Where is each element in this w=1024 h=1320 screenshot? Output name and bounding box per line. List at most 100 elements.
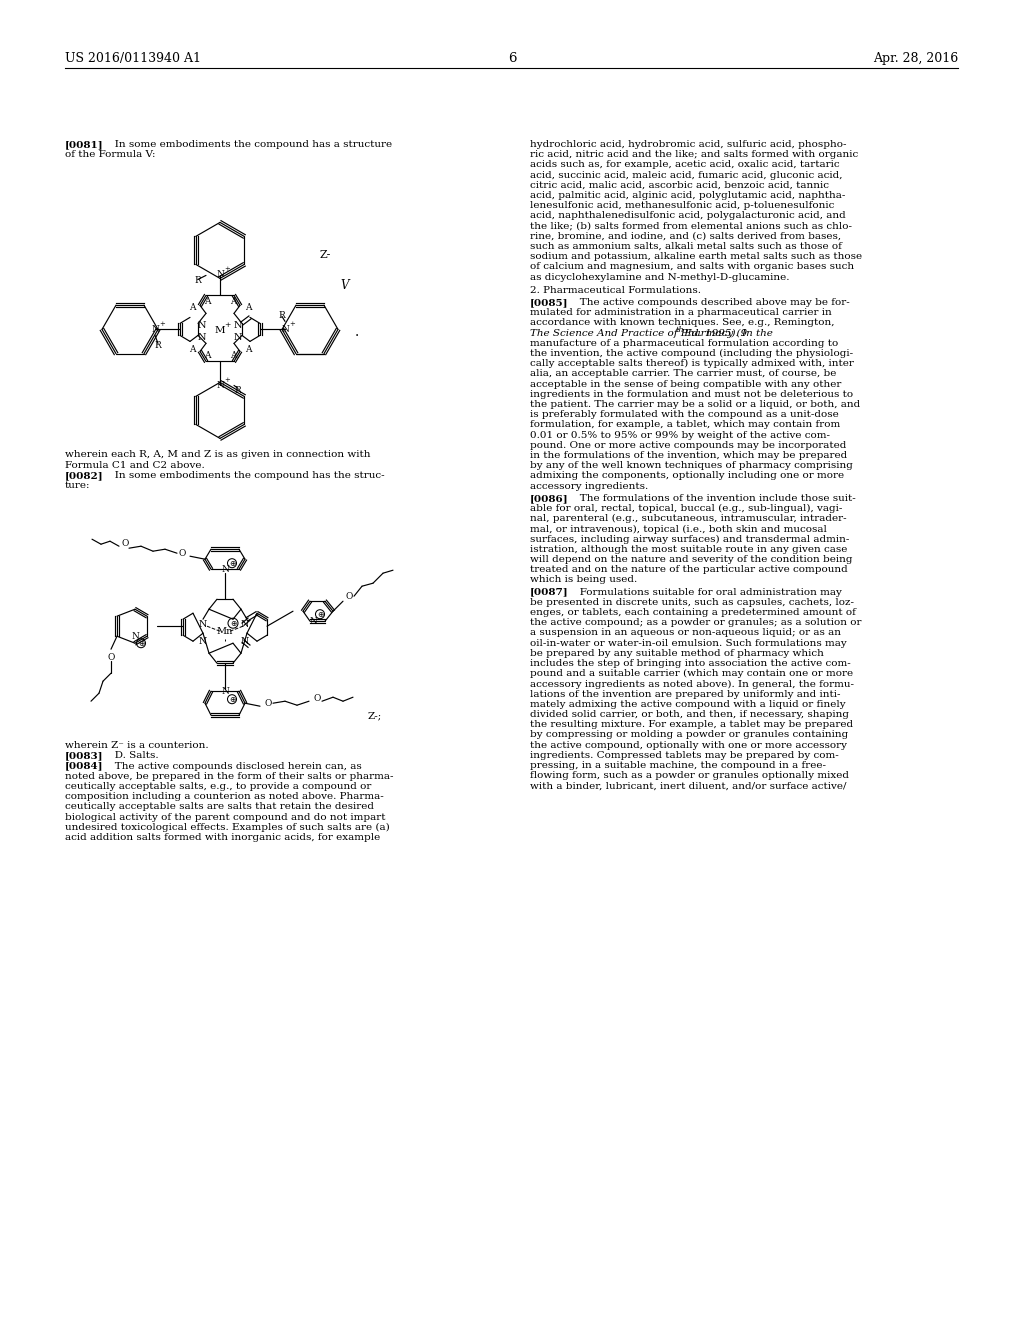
Text: is preferably formulated with the compound as a unit-dose: is preferably formulated with the compou… <box>530 411 839 420</box>
Text: acids such as, for example, acetic acid, oxalic acid, tartaric: acids such as, for example, acetic acid,… <box>530 161 840 169</box>
Text: noted above, be prepared in the form of their salts or pharma-: noted above, be prepared in the form of … <box>65 772 393 781</box>
Text: N: N <box>216 269 224 279</box>
Text: A: A <box>204 351 210 360</box>
Text: lenesulfonic acid, methanesulfonic acid, p-toluenesulfonic: lenesulfonic acid, methanesulfonic acid,… <box>530 201 835 210</box>
Text: alia, an acceptable carrier. The carrier must, of course, be: alia, an acceptable carrier. The carrier… <box>530 370 837 379</box>
Text: divided solid carrier, or both, and then, if necessary, shaping: divided solid carrier, or both, and then… <box>530 710 849 719</box>
Text: undesired toxicological effects. Examples of such salts are (a): undesired toxicological effects. Example… <box>65 822 390 832</box>
Text: The active compounds described above may be for-: The active compounds described above may… <box>570 298 850 308</box>
Text: N: N <box>199 619 207 628</box>
Text: acid, succinic acid, maleic acid, fumaric acid, gluconic acid,: acid, succinic acid, maleic acid, fumari… <box>530 170 843 180</box>
Text: ture:: ture: <box>65 480 90 490</box>
Text: istration, although the most suitable route in any given case: istration, although the most suitable ro… <box>530 545 848 554</box>
Text: N: N <box>198 333 206 342</box>
Text: citric acid, malic acid, ascorbic acid, benzoic acid, tannic: citric acid, malic acid, ascorbic acid, … <box>530 181 829 190</box>
Text: [0084]: [0084] <box>65 762 103 771</box>
Text: by any of the well known techniques of pharmacy comprising: by any of the well known techniques of p… <box>530 461 853 470</box>
Text: in the formulations of the invention, which may be prepared: in the formulations of the invention, wh… <box>530 451 847 459</box>
Text: mately admixing the active compound with a liquid or finely: mately admixing the active compound with… <box>530 700 846 709</box>
Text: manufacture of a pharmaceutical formulation according to: manufacture of a pharmaceutical formulat… <box>530 339 839 347</box>
Text: th: th <box>675 326 684 334</box>
Text: The active compounds disclosed herein can, as: The active compounds disclosed herein ca… <box>105 762 361 771</box>
Text: In some embodiments the compound has the struc-: In some embodiments the compound has the… <box>105 471 385 479</box>
Text: such as ammonium salts, alkali metal salts such as those of: such as ammonium salts, alkali metal sal… <box>530 242 842 251</box>
Text: pound and a suitable carrier (which may contain one or more: pound and a suitable carrier (which may … <box>530 669 853 678</box>
Text: 0.01 or 0.5% to 95% or 99% by weight of the active com-: 0.01 or 0.5% to 95% or 99% by weight of … <box>530 430 830 440</box>
Text: by compressing or molding a powder or granules containing: by compressing or molding a powder or gr… <box>530 730 848 739</box>
Text: R: R <box>279 312 286 319</box>
Text: A: A <box>188 345 196 354</box>
Text: as dicyclohexylamine and N-methyl-D-glucamine.: as dicyclohexylamine and N-methyl-D-gluc… <box>530 273 790 281</box>
Text: A: A <box>229 297 237 306</box>
Text: biological activity of the parent compound and do not impart: biological activity of the parent compou… <box>65 813 385 821</box>
Text: R: R <box>155 341 162 350</box>
Text: N: N <box>198 321 206 330</box>
Text: Formulations suitable for oral administration may: Formulations suitable for oral administr… <box>570 587 842 597</box>
Text: A: A <box>245 302 251 312</box>
Text: The formulations of the invention include those suit-: The formulations of the invention includ… <box>570 494 856 503</box>
Text: the like; (b) salts formed from elemental anions such as chlo-: the like; (b) salts formed from elementa… <box>530 222 852 231</box>
Text: pound. One or more active compounds may be incorporated: pound. One or more active compounds may … <box>530 441 847 450</box>
Text: N: N <box>233 333 243 342</box>
Text: N: N <box>233 321 243 330</box>
Text: accessory ingredients.: accessory ingredients. <box>530 482 648 491</box>
Text: rine, bromine, and iodine, and (c) salts derived from bases,: rine, bromine, and iodine, and (c) salts… <box>530 232 841 240</box>
Text: N: N <box>216 381 224 389</box>
Text: +: + <box>159 321 165 329</box>
Text: mal, or intravenous), topical (i.e., both skin and mucosal: mal, or intravenous), topical (i.e., bot… <box>530 524 826 533</box>
Text: treated and on the nature of the particular active compound: treated and on the nature of the particu… <box>530 565 848 574</box>
Text: N: N <box>152 325 159 334</box>
Text: wherein Z⁻ is a counterion.: wherein Z⁻ is a counterion. <box>65 742 209 750</box>
Text: A: A <box>188 302 196 312</box>
Text: N: N <box>309 616 317 626</box>
Text: R: R <box>195 276 202 285</box>
Text: acid, palmitic acid, alginic acid, polyglutamic acid, naphtha-: acid, palmitic acid, alginic acid, polyg… <box>530 191 846 201</box>
Text: US 2016/0113940 A1: US 2016/0113940 A1 <box>65 51 201 65</box>
Text: Mn: Mn <box>217 627 233 636</box>
Text: The Science And Practice of Pharmacy (9: The Science And Practice of Pharmacy (9 <box>530 329 748 338</box>
Text: [0082]: [0082] <box>65 471 103 479</box>
Text: N: N <box>221 565 229 574</box>
Text: of the Formula V:: of the Formula V: <box>65 150 156 160</box>
Text: cally acceptable salts thereof) is typically admixed with, inter: cally acceptable salts thereof) is typic… <box>530 359 854 368</box>
Text: A: A <box>245 345 251 354</box>
Text: acceptable in the sense of being compatible with any other: acceptable in the sense of being compati… <box>530 380 842 388</box>
Text: N: N <box>199 636 207 645</box>
Text: includes the step of bringing into association the active com-: includes the step of bringing into assoc… <box>530 659 851 668</box>
Text: with a binder, lubricant, inert diluent, and/or surface active/: with a binder, lubricant, inert diluent,… <box>530 781 847 791</box>
Text: Z-: Z- <box>319 251 332 260</box>
Text: [0085]: [0085] <box>530 298 568 308</box>
Text: the active compound; as a powder or granules; as a solution or: the active compound; as a powder or gran… <box>530 618 861 627</box>
Text: ⊕: ⊕ <box>229 619 237 628</box>
Text: 6: 6 <box>508 51 516 65</box>
Text: acid addition salts formed with inorganic acids, for example: acid addition salts formed with inorgani… <box>65 833 380 842</box>
Text: surfaces, including airway surfaces) and transdermal admin-: surfaces, including airway surfaces) and… <box>530 535 849 544</box>
Text: sodium and potassium, alkaline earth metal salts such as those: sodium and potassium, alkaline earth met… <box>530 252 862 261</box>
Text: +: + <box>224 321 230 330</box>
Text: In some embodiments the compound has a structure: In some embodiments the compound has a s… <box>105 140 392 149</box>
Text: [0083]: [0083] <box>65 751 103 760</box>
Text: N: N <box>221 686 229 696</box>
Text: able for oral, rectal, topical, buccal (e.g., sub-lingual), vagi-: able for oral, rectal, topical, buccal (… <box>530 504 843 513</box>
Text: O: O <box>108 652 115 661</box>
Text: ric acid, nitric acid and the like; and salts formed with organic: ric acid, nitric acid and the like; and … <box>530 150 858 160</box>
Text: formulation, for example, a tablet, which may contain from: formulation, for example, a tablet, whic… <box>530 420 841 429</box>
Text: lations of the invention are prepared by uniformly and inti-: lations of the invention are prepared by… <box>530 689 841 698</box>
Text: A: A <box>204 297 210 306</box>
Text: O: O <box>264 698 271 708</box>
Text: D. Salts.: D. Salts. <box>105 751 159 760</box>
Text: admixing the components, optionally including one or more: admixing the components, optionally incl… <box>530 471 844 480</box>
Text: the invention, the active compound (including the physiologi-: the invention, the active compound (incl… <box>530 348 853 358</box>
Text: O: O <box>345 591 352 601</box>
Text: O: O <box>121 539 129 548</box>
Text: be prepared by any suitable method of pharmacy which: be prepared by any suitable method of ph… <box>530 649 824 657</box>
Text: oil-in-water or water-in-oil emulsion. Such formulations may: oil-in-water or water-in-oil emulsion. S… <box>530 639 847 648</box>
Text: [0081]: [0081] <box>65 140 103 149</box>
Text: A: A <box>229 351 237 360</box>
Text: ingredients in the formulation and must not be deleterious to: ingredients in the formulation and must … <box>530 389 853 399</box>
Text: ⊕: ⊕ <box>228 694 236 704</box>
Text: the resulting mixture. For example, a tablet may be prepared: the resulting mixture. For example, a ta… <box>530 721 853 729</box>
Text: [0087]: [0087] <box>530 587 568 597</box>
Text: the active compound, optionally with one or more accessory: the active compound, optionally with one… <box>530 741 847 750</box>
Text: Ed. 1995). In the: Ed. 1995). In the <box>682 329 773 338</box>
